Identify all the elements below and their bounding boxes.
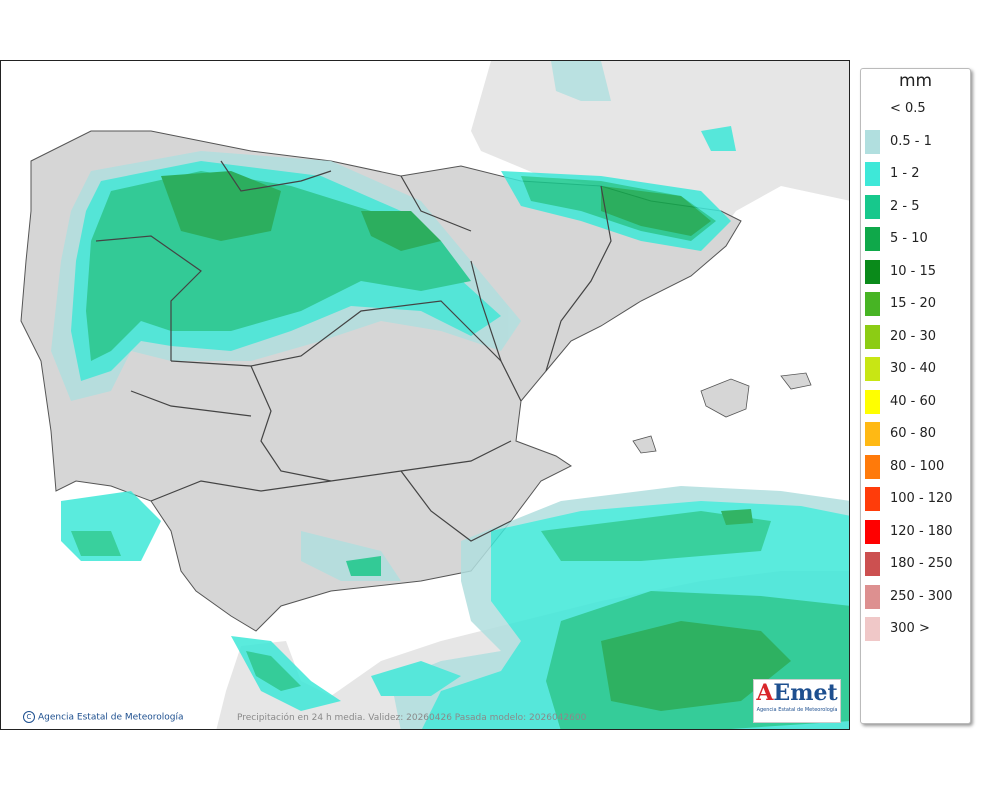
legend-class-row: 40 - 60 — [865, 389, 965, 414]
mallorca-island — [700, 378, 750, 418]
legend-swatch — [865, 129, 880, 154]
map-canvas — [1, 61, 849, 729]
legend-label: 15 - 20 — [890, 296, 937, 311]
ibiza-island — [632, 435, 657, 454]
legend-swatch — [865, 487, 880, 511]
credit-text: Agencia Estatal de Meteorología — [38, 712, 184, 723]
legend-label: 5 - 10 — [890, 231, 928, 246]
legend-class-row: 250 - 300 — [865, 584, 965, 609]
legend-label: 300 > — [890, 621, 930, 636]
validity-caption: Precipitación en 24 h media. Validez: 20… — [237, 713, 587, 723]
legend-swatch — [865, 584, 880, 609]
legend-class-row: 60 - 80 — [865, 422, 965, 446]
legend-swatch — [865, 227, 880, 251]
legend-swatch — [865, 259, 880, 284]
menorca-island — [780, 372, 812, 390]
legend-swatch — [865, 357, 880, 381]
legend-label: 20 - 30 — [890, 328, 937, 344]
legend-swatch — [865, 324, 880, 349]
aemet-logo: AEmet Agencia Estatal de Meteorología — [753, 679, 841, 723]
legend-class-row: 100 - 120 — [865, 487, 965, 511]
legend-class-row: 80 - 100 — [865, 454, 965, 479]
legend-label: 10 - 15 — [890, 263, 937, 279]
legend-class-row: < 0.5 — [865, 97, 965, 121]
legend-class-row: 10 - 15 — [865, 259, 965, 284]
legend-class-row: 300 > — [865, 617, 965, 641]
legend-class-row: 0.5 - 1 — [865, 129, 965, 154]
legend-swatch — [865, 162, 880, 186]
legend-label: 100 - 120 — [890, 491, 953, 506]
legend-swatch — [865, 389, 880, 414]
legend-swatch — [865, 617, 880, 641]
legend-swatch — [865, 97, 880, 121]
logo-mark-a: A — [756, 680, 774, 706]
legend-label: 180 - 250 — [890, 556, 953, 571]
legend-class-row: 120 - 180 — [865, 519, 965, 544]
legend-swatch — [865, 454, 880, 479]
legend-unit: mm — [898, 71, 933, 91]
legend-swatch — [865, 552, 880, 576]
legend-label: 40 - 60 — [890, 393, 937, 409]
legend-label: 60 - 80 — [890, 426, 937, 441]
legend-label: 120 - 180 — [890, 523, 953, 539]
logo-subtitle: Agencia Estatal de Meteorología — [756, 707, 838, 713]
legend-label: < 0.5 — [890, 101, 926, 116]
legend-class-row: 1 - 2 — [865, 162, 965, 186]
legend-label: 2 - 5 — [890, 198, 920, 214]
legend-class-row: 2 - 5 — [865, 194, 965, 219]
agency-credit: C Agencia Estatal de Meteorología — [23, 711, 184, 723]
legend-class-row: 180 - 250 — [865, 552, 965, 576]
logo-mark-e: E — [773, 680, 791, 706]
legend-class-row: 20 - 30 — [865, 324, 965, 349]
legend-class-row: 30 - 40 — [865, 357, 965, 381]
legend-swatch — [865, 422, 880, 446]
copyright-icon: C — [23, 711, 35, 723]
logo-mark-rest: met — [790, 680, 838, 706]
legend-label: 80 - 100 — [890, 458, 945, 474]
france-land — [471, 61, 849, 231]
legend-swatch — [865, 519, 880, 544]
precipitation-map: C Agencia Estatal de Meteorología Precipi… — [0, 60, 850, 730]
legend-label: 30 - 40 — [890, 361, 937, 376]
legend-class-row: 5 - 10 — [865, 227, 965, 251]
legend-swatch — [865, 292, 880, 316]
region-borders — [95, 160, 612, 542]
legend-swatch — [865, 194, 880, 219]
legend-label: 1 - 2 — [890, 166, 920, 181]
legend-class-row: 15 - 20 — [865, 292, 965, 316]
legend-label: 250 - 300 — [890, 588, 953, 604]
legend-label: 0.5 - 1 — [890, 133, 932, 149]
precipitation-legend: mm < 0.5 0.5 - 1 1 - 2 2 - 5 5 - 10 10 - 15 15… — [860, 68, 971, 724]
